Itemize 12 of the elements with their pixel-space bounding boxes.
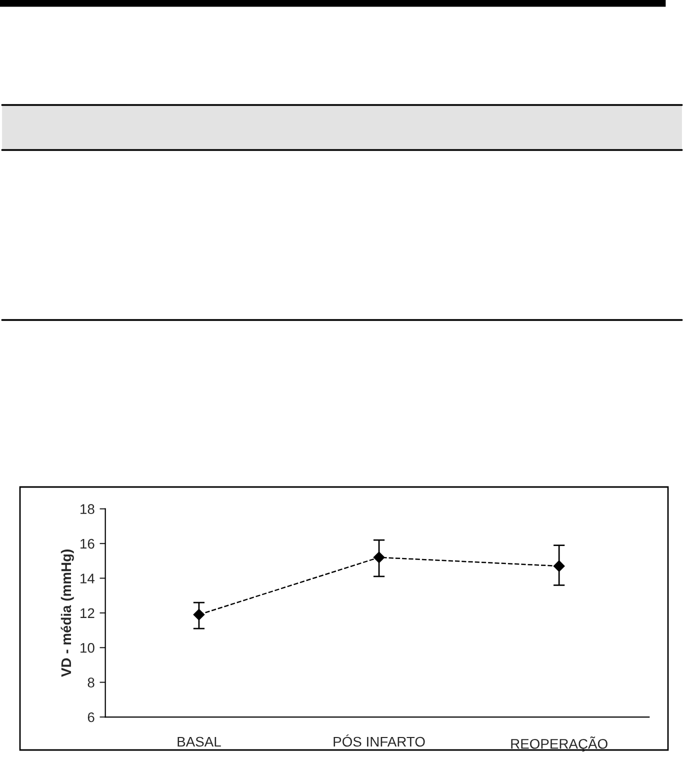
y-tick-label: 18 bbox=[80, 504, 94, 514]
x-tick-label: PÓS INFARTO bbox=[334, 734, 425, 747]
y-axis-title: VD - média (mmHg) bbox=[60, 550, 74, 677]
y-tick-label: 12 bbox=[80, 608, 94, 618]
point bbox=[193, 609, 205, 620]
y-tick-label: 6 bbox=[88, 712, 94, 722]
y-tick-label: 16 bbox=[80, 538, 94, 549]
x-tick-label: REOPERAÇÃO bbox=[511, 736, 608, 752]
y-tick-label: 14 bbox=[80, 574, 95, 584]
x-tick-label: BASAL bbox=[178, 736, 221, 747]
y-tick-label: 8 bbox=[88, 678, 94, 688]
y-tick-label: 10 bbox=[80, 642, 94, 653]
